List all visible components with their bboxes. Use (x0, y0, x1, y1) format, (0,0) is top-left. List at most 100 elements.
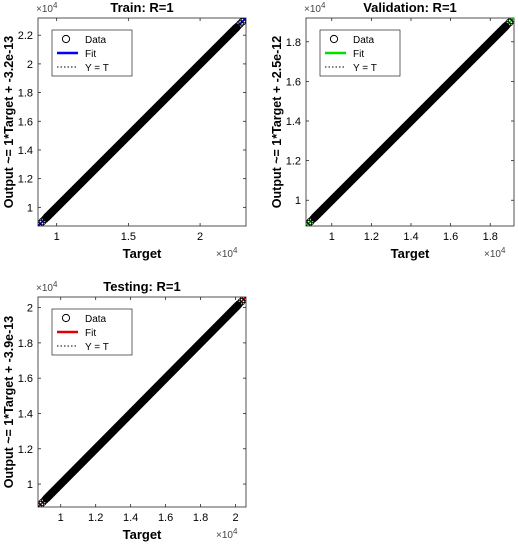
data-point (205, 330, 213, 339)
legend-label-fit: Fit (353, 49, 364, 60)
y-axis-label: Output ~= 1*Target + -3.2e-13 (2, 36, 16, 208)
data-point (135, 400, 144, 409)
data-point (179, 356, 188, 364)
data-point (454, 69, 463, 78)
data-point (223, 311, 232, 320)
data-point (438, 85, 447, 94)
data-point (306, 222, 310, 226)
data-point (313, 210, 322, 219)
data-point (352, 171, 361, 180)
data-layer (38, 297, 246, 507)
data-point (126, 409, 135, 418)
data-point (225, 309, 234, 318)
data-point (399, 125, 407, 133)
data-point (332, 192, 340, 200)
data-point (383, 141, 391, 149)
data-point (38, 498, 47, 507)
data-point (80, 456, 89, 465)
data-point (68, 468, 77, 476)
y-tick-label: 1.2 (18, 174, 33, 186)
data-point (426, 97, 435, 106)
data-point (112, 144, 120, 152)
chart-title: Train: R=1 (110, 0, 173, 15)
data-point (236, 20, 244, 28)
data-point (190, 66, 198, 74)
data-point (112, 423, 121, 432)
data-point (161, 374, 169, 383)
y-exponent-label: ×104 (304, 1, 326, 15)
legend-data-marker (329, 34, 339, 44)
data-point (38, 219, 45, 226)
chart-panel-1: Train: R=1 1 1.5 2 1 1.2 1.4 1.6 1.8 2 2.2 ×104 ×104… (2, 0, 247, 261)
data-point (496, 28, 504, 36)
data-point (318, 205, 327, 214)
data-point (198, 337, 206, 346)
data-point (128, 128, 136, 136)
legend-data-marker (61, 313, 71, 323)
data-point (401, 122, 410, 131)
y-tick-label: 1 (27, 202, 33, 214)
data-point (197, 59, 205, 67)
data-point (505, 18, 514, 27)
data-point (139, 116, 148, 125)
data-point (473, 51, 481, 59)
data-point (224, 31, 233, 40)
data-point (431, 92, 440, 101)
x-tick-label: 1.6 (158, 512, 173, 524)
data-point (63, 192, 72, 201)
data-point (103, 153, 111, 161)
data-point (183, 72, 192, 81)
data-point (144, 111, 153, 120)
data-point (152, 384, 160, 392)
data-point (320, 203, 329, 212)
legend: Data Fit Y = T (51, 308, 133, 356)
y-tick-label: 1.4 (18, 408, 33, 420)
data-point (57, 479, 65, 488)
x-tick-label: 1.8 (193, 512, 208, 524)
data-point (346, 178, 354, 186)
x-tick-label: 1.8 (483, 231, 498, 243)
data-point (228, 307, 236, 315)
data-point (475, 48, 484, 57)
data-point (366, 157, 375, 166)
data-point (417, 106, 426, 115)
data-point (172, 363, 181, 371)
data-point (410, 113, 419, 122)
data-point (142, 393, 151, 402)
data-point (470, 53, 479, 62)
data-point (325, 199, 333, 207)
x-tick-label: 2 (197, 231, 203, 243)
data-point (306, 217, 315, 226)
chart-panel-2: Validation: R=1 1 1.2 1.4 1.6 1.8 1 1.2 1.4 1.6 1.… (270, 0, 515, 261)
data-point (222, 33, 231, 42)
data-point (309, 215, 317, 223)
data-point (387, 136, 396, 145)
data-point (177, 358, 186, 367)
data-point (138, 398, 146, 406)
x-tick-label: 1.5 (121, 231, 136, 243)
data-point (213, 43, 221, 51)
data-point (133, 402, 142, 411)
data-point (452, 71, 461, 80)
data-point (132, 123, 141, 132)
data-point (75, 180, 84, 189)
data-point (371, 152, 380, 161)
data-point (164, 91, 173, 100)
data-point (484, 39, 493, 48)
data-point (84, 451, 93, 460)
data-point (137, 118, 146, 127)
data-point (78, 458, 86, 467)
data-point (187, 68, 196, 77)
data-point (156, 379, 165, 388)
data-point (71, 465, 79, 474)
data-point (233, 22, 242, 31)
data-point (91, 164, 100, 173)
data-point (175, 360, 183, 369)
data-point (195, 339, 204, 348)
y-axis-label: Output ~= 1*Target + -3.9e-13 (2, 316, 16, 488)
data-point (135, 121, 143, 129)
data-point (100, 155, 109, 164)
data-point (188, 346, 197, 355)
data-point (207, 328, 216, 336)
data-point (107, 148, 116, 157)
